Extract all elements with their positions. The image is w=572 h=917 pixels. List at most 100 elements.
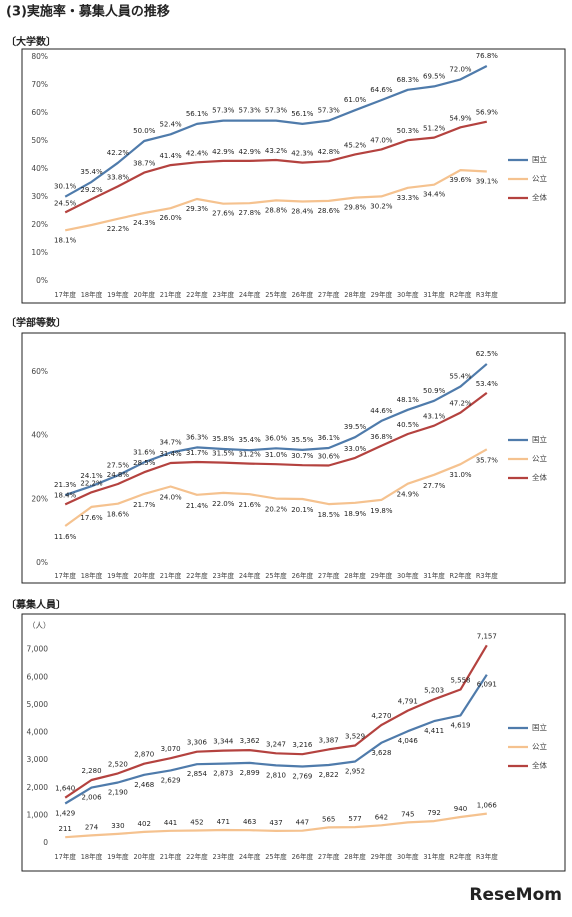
x-tick-label: 17年度 <box>54 290 76 299</box>
data-label: 56.1% <box>186 110 209 118</box>
y-tick-label: 80% <box>31 52 48 61</box>
data-label: 31.7% <box>186 449 209 457</box>
chart-frame <box>21 48 566 304</box>
y-tick-label: 4,000 <box>27 728 49 737</box>
x-tick-label: 31年度 <box>423 571 445 580</box>
data-label: 3,306 <box>187 739 208 747</box>
data-label: 45.2% <box>344 141 367 149</box>
data-label: 51.2% <box>423 125 446 133</box>
x-tick-label: R2年度 <box>449 852 471 861</box>
data-label: 452 <box>190 819 203 827</box>
data-label: 61.0% <box>344 96 367 104</box>
x-tick-label: 26年度 <box>292 852 314 861</box>
data-label: 31.2% <box>239 451 262 459</box>
section-title: 〔大学数〕 <box>6 35 56 48</box>
data-label: 4,791 <box>398 698 418 706</box>
data-label: 3,344 <box>213 738 234 746</box>
series-line <box>65 812 487 839</box>
x-tick-label: R3年度 <box>476 290 498 299</box>
y-tick-label: 2,000 <box>27 783 49 792</box>
x-tick-label: 20年度 <box>133 290 155 299</box>
data-label: 330 <box>111 822 124 830</box>
x-tick-label: 26年度 <box>292 290 314 299</box>
data-label: 18.4% <box>54 491 77 499</box>
data-label: 18.6% <box>107 511 130 519</box>
data-label: 64.6% <box>370 86 393 94</box>
y-tick-label: 50% <box>31 136 48 145</box>
data-label: 24.3% <box>133 219 156 227</box>
data-label: 2,822 <box>319 771 339 779</box>
data-label: 22.2% <box>107 225 130 233</box>
section-title: 〔学部等数〕 <box>6 316 66 329</box>
data-label: 31.6% <box>133 448 156 456</box>
x-tick-label: 22年度 <box>186 290 208 299</box>
x-tick-label: 19年度 <box>107 290 129 299</box>
data-label: 50.3% <box>397 127 420 135</box>
data-label: 22.0% <box>212 500 235 508</box>
x-tick-label: 28年度 <box>344 852 366 861</box>
data-label: 1,640 <box>55 785 75 793</box>
data-label: 24.9% <box>397 491 420 499</box>
data-label: 19.8% <box>370 507 393 515</box>
x-tick-label: 24年度 <box>239 571 261 580</box>
data-label: 43.1% <box>423 413 446 421</box>
data-label: 34.7% <box>159 438 182 446</box>
data-label: 57.3% <box>265 107 288 115</box>
x-tick-label: 25年度 <box>265 290 287 299</box>
x-tick-label: R2年度 <box>449 571 471 580</box>
data-label: 52.4% <box>159 120 182 128</box>
data-label: 211 <box>58 825 71 833</box>
data-label: 2,810 <box>266 771 286 779</box>
data-label: 2,769 <box>292 773 312 781</box>
data-label: 30.2% <box>370 202 393 210</box>
data-label: 54.9% <box>449 114 472 122</box>
data-label: 28.4% <box>291 207 314 215</box>
data-label: 48.1% <box>397 396 420 404</box>
data-label: 1,066 <box>477 802 498 810</box>
data-label: 34.4% <box>423 191 446 199</box>
data-label: 57.3% <box>212 107 235 115</box>
data-label: 41.4% <box>159 152 182 160</box>
data-label: 57.3% <box>239 107 262 115</box>
data-label: 577 <box>348 815 361 823</box>
data-label: 3,362 <box>240 737 260 745</box>
series-line <box>64 448 488 527</box>
chart-frame <box>21 332 566 584</box>
legend-label: 公立 <box>532 453 547 463</box>
data-label: 3,247 <box>266 740 286 748</box>
x-tick-label: 19年度 <box>107 571 129 580</box>
data-label: 28.6% <box>318 207 341 215</box>
x-tick-label: 28年度 <box>344 571 366 580</box>
x-tick-label: 23年度 <box>213 852 235 861</box>
data-label: 21.7% <box>133 501 156 509</box>
y-tick-label: 30% <box>31 192 48 201</box>
data-label: 36.0% <box>265 434 288 442</box>
data-label: 24.1% <box>80 472 103 480</box>
data-label: 30.7% <box>291 452 314 460</box>
y-tick-label: 70% <box>31 80 48 89</box>
x-tick-label: R3年度 <box>476 852 498 861</box>
data-label: 35.8% <box>212 435 235 443</box>
legend-label: 国立 <box>532 154 547 164</box>
data-label: 745 <box>401 810 414 818</box>
x-tick-label: 20年度 <box>133 852 155 861</box>
x-tick-label: 30年度 <box>397 571 419 580</box>
data-label: 53.4% <box>476 380 499 388</box>
data-label: 27.7% <box>423 482 446 490</box>
data-label: 2,873 <box>213 770 233 778</box>
x-tick-label: 19年度 <box>107 852 129 861</box>
data-label: 24.8% <box>107 471 130 479</box>
data-label: 441 <box>164 819 177 827</box>
legend-label: 全体 <box>532 192 547 202</box>
data-label: 21.3% <box>54 481 77 489</box>
legend-label: 国立 <box>532 722 547 732</box>
y-tick-label: 40% <box>31 431 48 440</box>
series-line <box>64 674 488 805</box>
x-tick-label: 24年度 <box>239 290 261 299</box>
data-label: 31.4% <box>159 450 182 458</box>
x-tick-label: 21年度 <box>160 290 182 299</box>
data-label: 31.5% <box>212 450 235 458</box>
data-label: 20.1% <box>291 506 314 514</box>
x-tick-label: 27年度 <box>318 852 340 861</box>
x-tick-label: 23年度 <box>213 290 235 299</box>
